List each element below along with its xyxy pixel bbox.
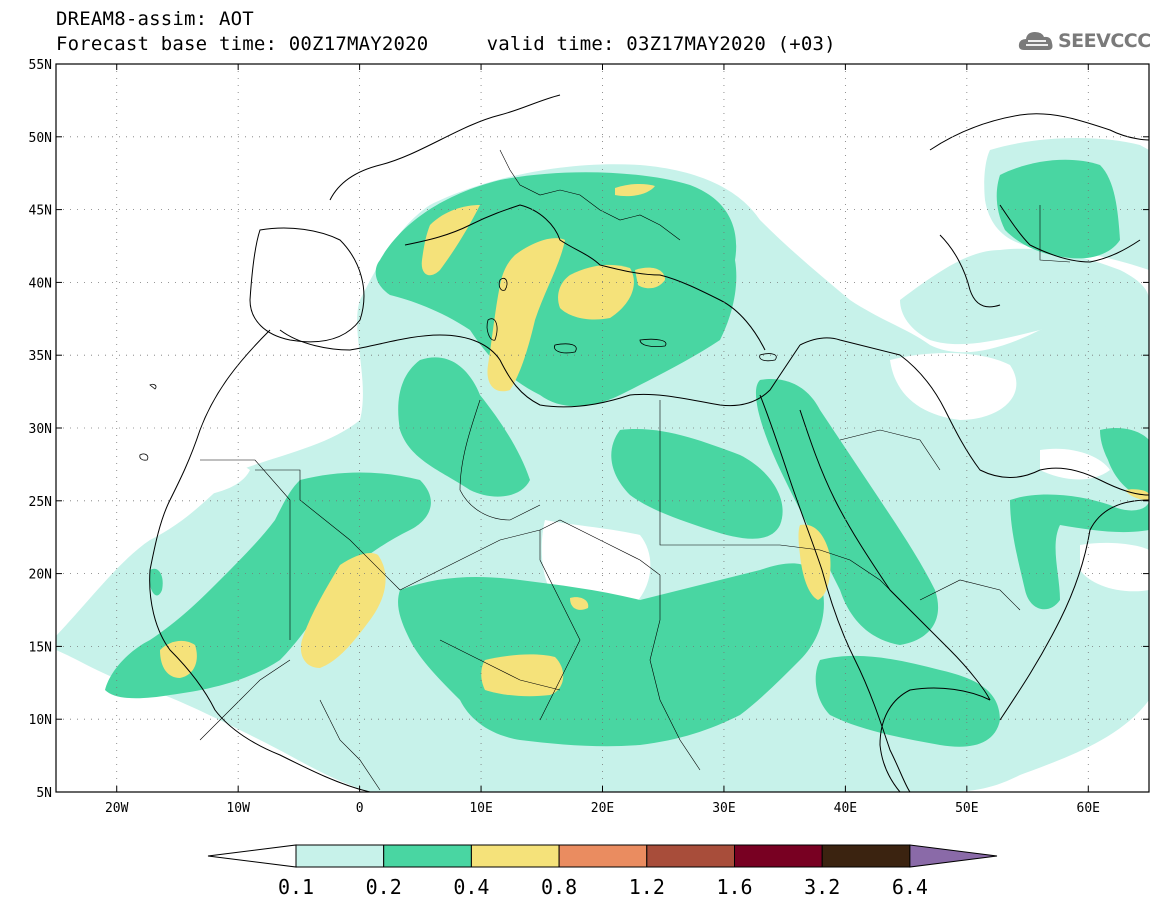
graticule <box>56 64 1149 792</box>
aot-field <box>56 64 1149 792</box>
colorbar-segment <box>558 844 648 868</box>
colorbar-segment <box>470 844 560 868</box>
lon-tick-label: 50E <box>955 801 978 816</box>
aot-band-0.4-0.8 <box>160 183 1149 697</box>
colorbar-label: 1.6 <box>716 875 752 899</box>
lat-tick-labels: 55N 50N 45N 40N 35N 30N 25N 20N 15N 10N 5N <box>29 58 1149 801</box>
lon-tick-label: 10E <box>469 801 492 816</box>
lat-tick-label: 50N <box>29 131 52 146</box>
colorbar-segment <box>734 844 823 868</box>
lon-tick-label: 0 <box>356 801 364 816</box>
lat-tick-label: 30N <box>29 422 52 437</box>
colorbar-label: 3.2 <box>804 875 840 899</box>
colorbar-label: 6.4 <box>892 875 928 899</box>
colorbar-extend-high <box>909 844 998 868</box>
colorbar-label: 0.4 <box>453 875 489 899</box>
map-title: DREAM8-assim: AOT <box>56 8 254 30</box>
forecast-times: Forecast base time: 00Z17MAY2020 valid t… <box>56 33 836 55</box>
lon-tick-label: 10W <box>226 801 250 816</box>
lat-tick-label: 45N <box>29 204 52 219</box>
colorbar-extend-low <box>207 844 297 868</box>
colorbar <box>207 844 998 868</box>
lon-tick-label: 60E <box>1077 801 1100 816</box>
colorbar-label: 0.1 <box>278 875 314 899</box>
islands <box>139 277 777 461</box>
colorbar-label: 1.2 <box>629 875 665 899</box>
colorbar-label: 0.2 <box>366 875 402 899</box>
lat-tick-label: 25N <box>29 495 52 510</box>
colorbar-segment <box>383 844 472 868</box>
colorbar-segment <box>295 844 385 868</box>
lat-tick-label: 10N <box>29 713 52 728</box>
country-borders <box>199 149 1071 791</box>
lat-tick-label: 35N <box>29 349 52 364</box>
lon-tick-label: 20W <box>105 801 129 816</box>
logo-text: SEEVCCC <box>1058 30 1151 52</box>
colorbar-labels: 0.1 0.2 0.4 0.8 1.2 1.6 3.2 6.4 <box>278 875 928 899</box>
lat-tick-label: 15N <box>29 640 52 655</box>
colorbar-segment <box>821 844 911 868</box>
lat-tick-label: 55N <box>29 58 52 73</box>
lon-tick-labels: 20W 10W 0 10E 20E 30E 40E 50E 60E <box>105 64 1100 816</box>
lon-tick-label: 30E <box>712 801 735 816</box>
colorbar-label: 0.8 <box>541 875 577 899</box>
lon-tick-label: 40E <box>834 801 857 816</box>
lat-tick-label: 40N <box>29 276 52 291</box>
colorbar-segment <box>646 844 735 868</box>
lon-tick-label: 20E <box>591 801 614 816</box>
cloud-icon <box>1018 32 1053 50</box>
coastlines <box>149 94 1149 792</box>
lat-tick-label: 5N <box>36 786 52 801</box>
lat-tick-label: 20N <box>29 568 52 583</box>
